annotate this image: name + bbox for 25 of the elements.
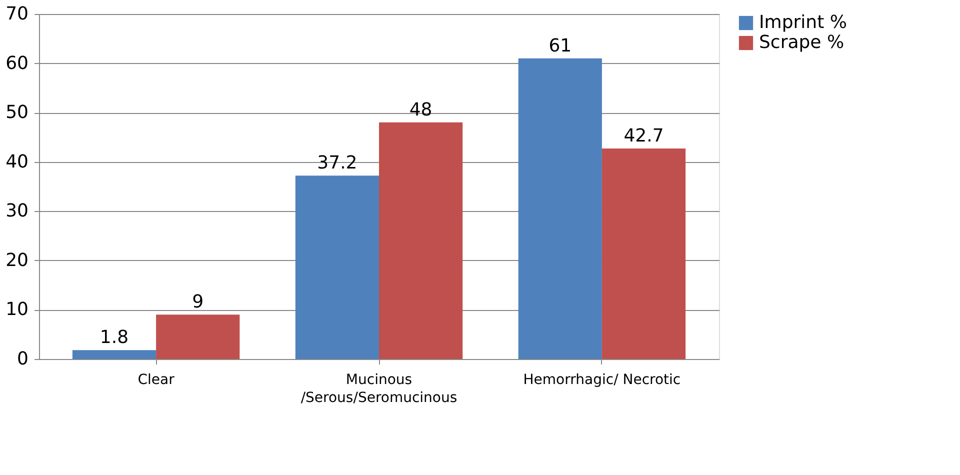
bar [295,176,379,359]
y-tick-label: 60 [6,52,28,74]
y-tick-label: 20 [6,250,28,271]
x-tick-label: Mucinous /Serous/Seromucinous [300,372,458,406]
legend-label: Scrape % [759,32,844,53]
bar [156,314,240,359]
bar [518,58,602,359]
data-label: 37.2 [317,152,358,174]
data-label: 48 [409,99,432,120]
bar [602,148,686,359]
x-tick-label: Hemorrhagic/ Necrotic [523,372,681,388]
y-tick-label: 10 [6,299,28,320]
data-label: 9 [192,292,204,313]
y-tick-label: 70 [6,4,28,24]
data-label: 42.7 [624,126,664,147]
y-tick-label: 0 [17,348,28,370]
data-label: 61 [548,35,572,56]
data-label: 1.8 [100,327,129,348]
bar [379,122,463,359]
y-tick-label: 50 [6,102,28,124]
y-tick-label: 40 [6,151,28,172]
y-tick-label: 30 [6,200,28,222]
x-tick-label: Clear [138,372,175,388]
bar [72,350,156,359]
legend-label: Imprint % [759,12,847,33]
